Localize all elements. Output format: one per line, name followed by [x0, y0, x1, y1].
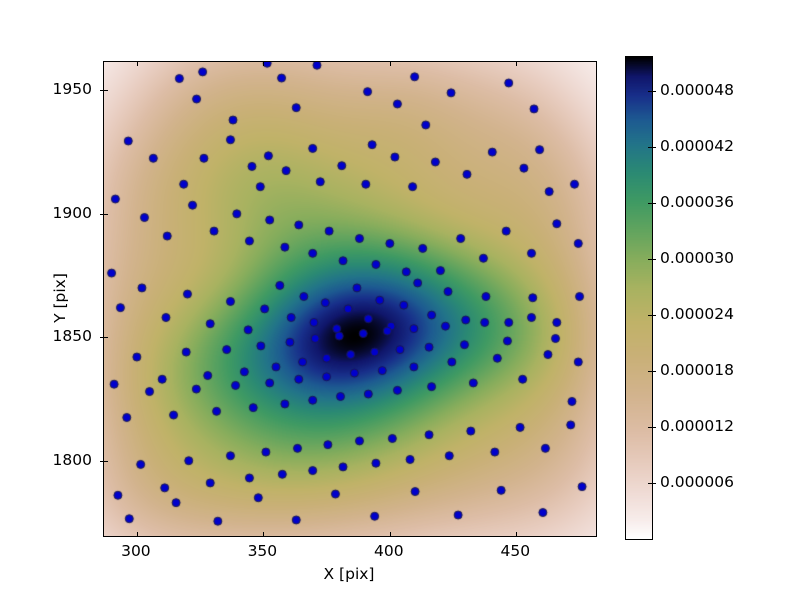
- y-tick-mark: [104, 213, 108, 215]
- colorbar-tick-mark: [652, 426, 656, 428]
- colorbar-tick-mark: [652, 202, 656, 204]
- x-tick-mark: [263, 62, 265, 66]
- y-axis-label: Y [pix]: [51, 273, 69, 323]
- colorbar-tick-mark: [648, 202, 652, 204]
- colorbar-tick-mark: [648, 426, 652, 428]
- scatter-points-layer: [104, 62, 596, 536]
- x-tick-label: 300: [121, 542, 151, 560]
- x-tick-mark: [516, 62, 518, 66]
- colorbar-tick-mark: [648, 314, 652, 316]
- y-tick-label: 1850: [52, 327, 92, 346]
- y-tick-mark: [100, 213, 104, 215]
- colorbar-tick-label: 0.000036: [660, 192, 734, 211]
- colorbar-tick-mark: [652, 370, 656, 372]
- colorbar[interactable]: [625, 56, 656, 540]
- colorbar-tick-mark: [648, 370, 652, 372]
- x-tick-mark: [136, 532, 138, 536]
- y-tick-mark: [100, 460, 104, 462]
- x-tick-mark: [136, 62, 138, 66]
- colorbar-tick-mark: [652, 258, 656, 260]
- colorbar-tick-label: 0.000042: [660, 136, 734, 155]
- colorbar-tick-mark: [652, 90, 656, 92]
- colorbar-tick-label: 0.000006: [660, 472, 734, 491]
- x-tick-label: 350: [247, 542, 278, 560]
- y-tick-mark: [100, 337, 104, 339]
- colorbar-tick-mark: [648, 482, 652, 484]
- colorbar-tick-mark: [648, 146, 652, 148]
- x-tick-label: 400: [374, 542, 404, 560]
- colorbar-tick-label: 0.000018: [660, 360, 734, 379]
- y-tick-mark: [104, 460, 108, 462]
- x-tick-mark: [263, 532, 265, 536]
- x-tick-mark: [389, 532, 391, 536]
- y-tick-label: 1900: [52, 203, 92, 222]
- colorbar-tick-label: 0.000030: [660, 248, 734, 267]
- colorbar-tick-mark: [652, 146, 656, 148]
- x-tick-mark: [389, 62, 391, 66]
- density-plot-axes[interactable]: [100, 61, 597, 537]
- x-tick-mark: [516, 532, 518, 536]
- y-tick-label: 1950: [52, 80, 92, 99]
- colorbar-tick-mark: [652, 482, 656, 484]
- colorbar-tick-label: 0.000012: [660, 416, 734, 435]
- y-tick-mark: [104, 337, 108, 339]
- colorbar-tick-label: 0.000024: [660, 304, 734, 323]
- y-tick-mark: [104, 90, 108, 92]
- colorbar-tick-mark: [652, 314, 656, 316]
- y-tick-label: 1800: [52, 450, 92, 469]
- colorbar-gradient: [626, 57, 652, 539]
- x-axis-label: X [pix]: [323, 565, 375, 583]
- x-tick-label: 450: [500, 542, 531, 560]
- colorbar-tick-mark: [648, 90, 652, 92]
- colorbar-tick-mark: [648, 258, 652, 260]
- y-tick-mark: [100, 90, 104, 92]
- colorbar-tick-label: 0.000048: [660, 80, 734, 99]
